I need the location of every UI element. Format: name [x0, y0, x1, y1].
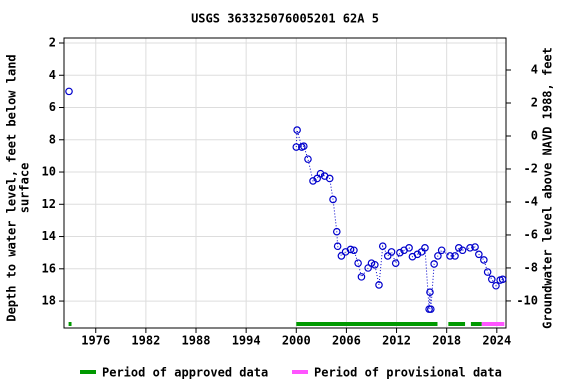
x-tick-label: 2024	[482, 334, 511, 348]
y2-tick-label: -6	[524, 227, 538, 241]
data-point	[293, 126, 301, 134]
data-point	[387, 248, 396, 256]
data-point	[292, 143, 301, 151]
x-tick-label: 2000	[282, 334, 311, 348]
y-tick-label: 6	[49, 100, 56, 114]
data-point	[454, 244, 463, 252]
data-point	[333, 242, 342, 251]
y2-tick-label: -10	[516, 293, 538, 307]
x-tick-label: 2006	[332, 334, 361, 348]
y-tick-label: 2	[49, 36, 56, 50]
y-axis-label: Depth to water level, feet below land	[5, 54, 19, 321]
data-point	[437, 246, 446, 255]
legend-label: Period of approved data	[102, 366, 268, 380]
data-point	[354, 259, 362, 267]
data-point	[487, 275, 496, 284]
y2-axis-label: Groundwater level above NAVD 1988, feet	[541, 47, 555, 329]
data-point	[371, 260, 379, 269]
data-line	[295, 129, 503, 310]
data-point	[329, 195, 337, 204]
data-point	[421, 244, 429, 252]
data-point	[378, 242, 387, 251]
data-point	[405, 244, 413, 252]
period-bar	[481, 322, 505, 326]
y2-tick-label: -2	[524, 161, 538, 175]
y-tick-label: 8	[49, 132, 56, 146]
data-point	[325, 174, 334, 183]
data-point	[471, 243, 479, 251]
y2-tick-label: 2	[531, 95, 538, 109]
data-point	[396, 248, 404, 257]
y-axis-label: surface	[18, 163, 32, 214]
data-point	[413, 250, 422, 259]
data-point	[426, 288, 434, 296]
data-point	[350, 246, 358, 255]
data-point	[434, 252, 442, 260]
x-tick-label: 2012	[382, 334, 411, 348]
data-point	[492, 281, 500, 290]
y2-tick-label: 0	[531, 128, 538, 142]
data-point	[309, 177, 317, 185]
y-tick-label: 16	[42, 261, 56, 275]
x-tick-label: 2018	[432, 334, 461, 348]
data-point	[65, 87, 73, 96]
y2-tick-label: 4	[531, 63, 538, 77]
data-point	[451, 252, 459, 260]
legend-label: Period of provisional data	[314, 366, 502, 380]
data-point	[316, 169, 325, 178]
chart-title: USGS 363325076005201 62A 5	[191, 12, 379, 26]
data-point	[383, 252, 392, 260]
x-tick-label: 1988	[182, 334, 211, 348]
y-tick-label: 12	[42, 197, 56, 211]
data-point	[427, 305, 435, 313]
y-tick-label: 14	[42, 229, 56, 243]
data-point	[498, 275, 507, 284]
data-point	[430, 260, 438, 268]
data-point	[466, 244, 474, 252]
x-tick-label: 1994	[232, 334, 261, 348]
period-bar	[448, 322, 466, 326]
data-point	[375, 281, 383, 289]
data-point	[475, 250, 483, 259]
data-point	[446, 252, 454, 260]
data-point	[480, 256, 488, 264]
y-tick-label: 4	[49, 68, 56, 82]
data-point	[483, 268, 492, 276]
plot-frame	[63, 37, 507, 329]
data-point	[299, 142, 308, 151]
x-tick-label: 1982	[131, 334, 160, 348]
y2-tick-label: -4	[524, 194, 538, 208]
period-bar	[68, 322, 72, 326]
data-point	[458, 246, 467, 255]
data-point	[357, 273, 366, 281]
data-point	[333, 227, 341, 236]
y-tick-label: 10	[42, 165, 56, 179]
y2-tick-label: -8	[524, 260, 538, 274]
y-tick-label: 18	[42, 294, 56, 308]
data-point	[304, 155, 312, 163]
data-point	[391, 259, 400, 267]
data-point	[337, 252, 346, 260]
x-tick-label: 1976	[81, 334, 110, 348]
data-point	[346, 245, 355, 254]
period-bar	[470, 322, 482, 326]
period-bar	[296, 322, 438, 326]
